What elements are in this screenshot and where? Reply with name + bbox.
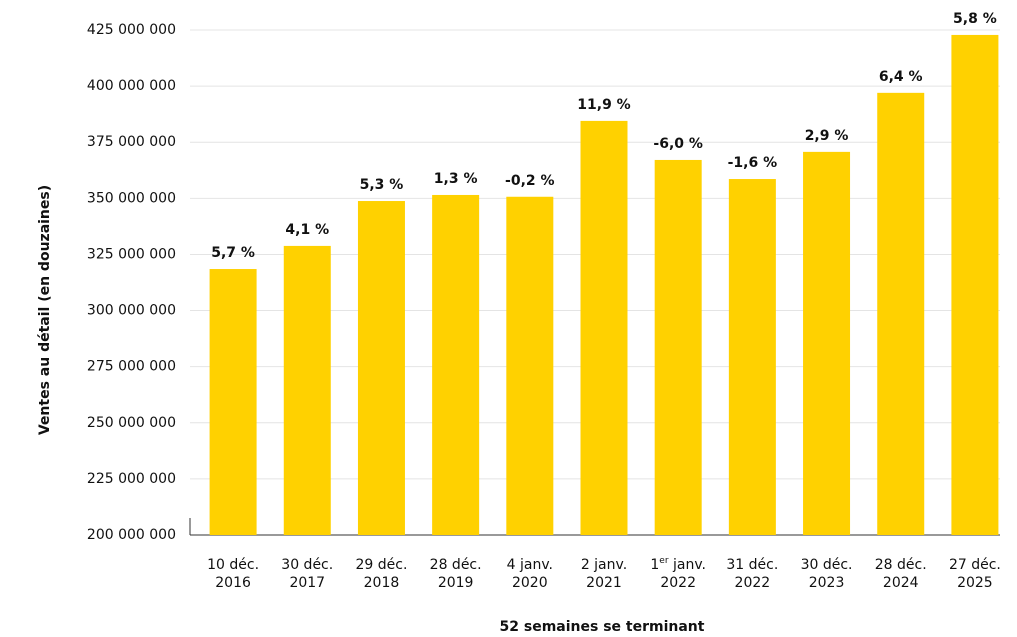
growth-label: -1,6 % — [728, 155, 778, 171]
x-tick-label: 31 déc. — [726, 557, 778, 573]
bar — [803, 151, 851, 535]
x-tick-label: 2022 — [735, 575, 771, 591]
growth-label: 1,3 % — [434, 171, 478, 187]
growth-label: 4,1 % — [285, 222, 329, 238]
bar — [506, 196, 554, 536]
x-tick-label: 4 janv. — [507, 557, 553, 573]
y-tick-label: 300 000 000 — [87, 303, 176, 319]
x-tick-label: 2023 — [809, 575, 845, 591]
x-tick-label: 27 déc. — [949, 557, 1001, 573]
bar — [357, 201, 405, 535]
x-tick-label: 28 déc. — [875, 557, 927, 573]
x-tick-label: 29 déc. — [355, 557, 407, 573]
y-tick-label: 350 000 000 — [87, 190, 176, 206]
growth-label: -0,2 % — [505, 173, 555, 189]
x-tick-label: 1er janv. — [650, 556, 706, 574]
bar — [209, 269, 257, 535]
y-tick-label: 400 000 000 — [87, 78, 176, 94]
x-tick-label: 2022 — [660, 575, 696, 591]
bar — [580, 120, 628, 536]
x-tick-label: 30 déc. — [801, 557, 853, 573]
growth-label: 5,7 % — [211, 245, 255, 261]
x-tick-label: 2017 — [289, 575, 325, 591]
y-tick-label: 250 000 000 — [87, 415, 176, 431]
x-tick-label: 2016 — [215, 575, 251, 591]
bar — [654, 159, 702, 535]
y-tick-label: 375 000 000 — [87, 134, 176, 150]
x-tick-label-part: 1 — [650, 557, 659, 573]
x-tick-label: 28 déc. — [430, 557, 482, 573]
growth-label: 5,8 % — [953, 11, 997, 27]
growth-label: 5,3 % — [360, 177, 404, 193]
x-tick-label: 10 déc. — [207, 557, 259, 573]
bar — [283, 245, 331, 535]
x-tick-label: 2020 — [512, 575, 548, 591]
y-tick-label: 200 000 000 — [87, 527, 176, 543]
bar — [432, 194, 480, 535]
x-tick-label: 2 janv. — [581, 557, 627, 573]
y-tick-label: 325 000 000 — [87, 246, 176, 262]
x-tick-label: 2018 — [364, 575, 400, 591]
x-tick-label: 30 déc. — [281, 557, 333, 573]
growth-label: 6,4 % — [879, 69, 923, 85]
y-tick-label: 275 000 000 — [87, 359, 176, 375]
x-tick-label: 2025 — [957, 575, 993, 591]
y-tick-label: 425 000 000 — [87, 22, 176, 38]
x-axis-title: 52 semaines se terminant — [500, 619, 705, 635]
bar — [951, 34, 999, 536]
y-tick-label: 225 000 000 — [87, 471, 176, 487]
x-tick-label-part: er — [659, 556, 669, 566]
x-tick-label: 2021 — [586, 575, 622, 591]
growth-label: -6,0 % — [653, 136, 703, 152]
bar — [877, 92, 925, 535]
y-axis-title: Ventes au détail (en douzaines) — [37, 185, 53, 435]
growth-label: 2,9 % — [805, 128, 849, 144]
growth-label: 11,9 % — [577, 97, 630, 113]
x-tick-label: 2019 — [438, 575, 474, 591]
x-tick-label: 2024 — [883, 575, 919, 591]
bar — [728, 179, 776, 535]
x-tick-label-part: janv. — [669, 557, 706, 573]
